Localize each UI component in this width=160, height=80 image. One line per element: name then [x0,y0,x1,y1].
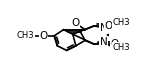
Text: CH3: CH3 [17,31,34,40]
Text: CH3: CH3 [113,18,130,27]
Text: O: O [104,21,112,31]
Text: N: N [100,23,107,33]
Text: O: O [39,31,48,41]
Text: CH3: CH3 [113,43,130,52]
Text: O: O [110,39,118,49]
Text: N: N [100,37,107,47]
Text: O: O [72,18,80,28]
